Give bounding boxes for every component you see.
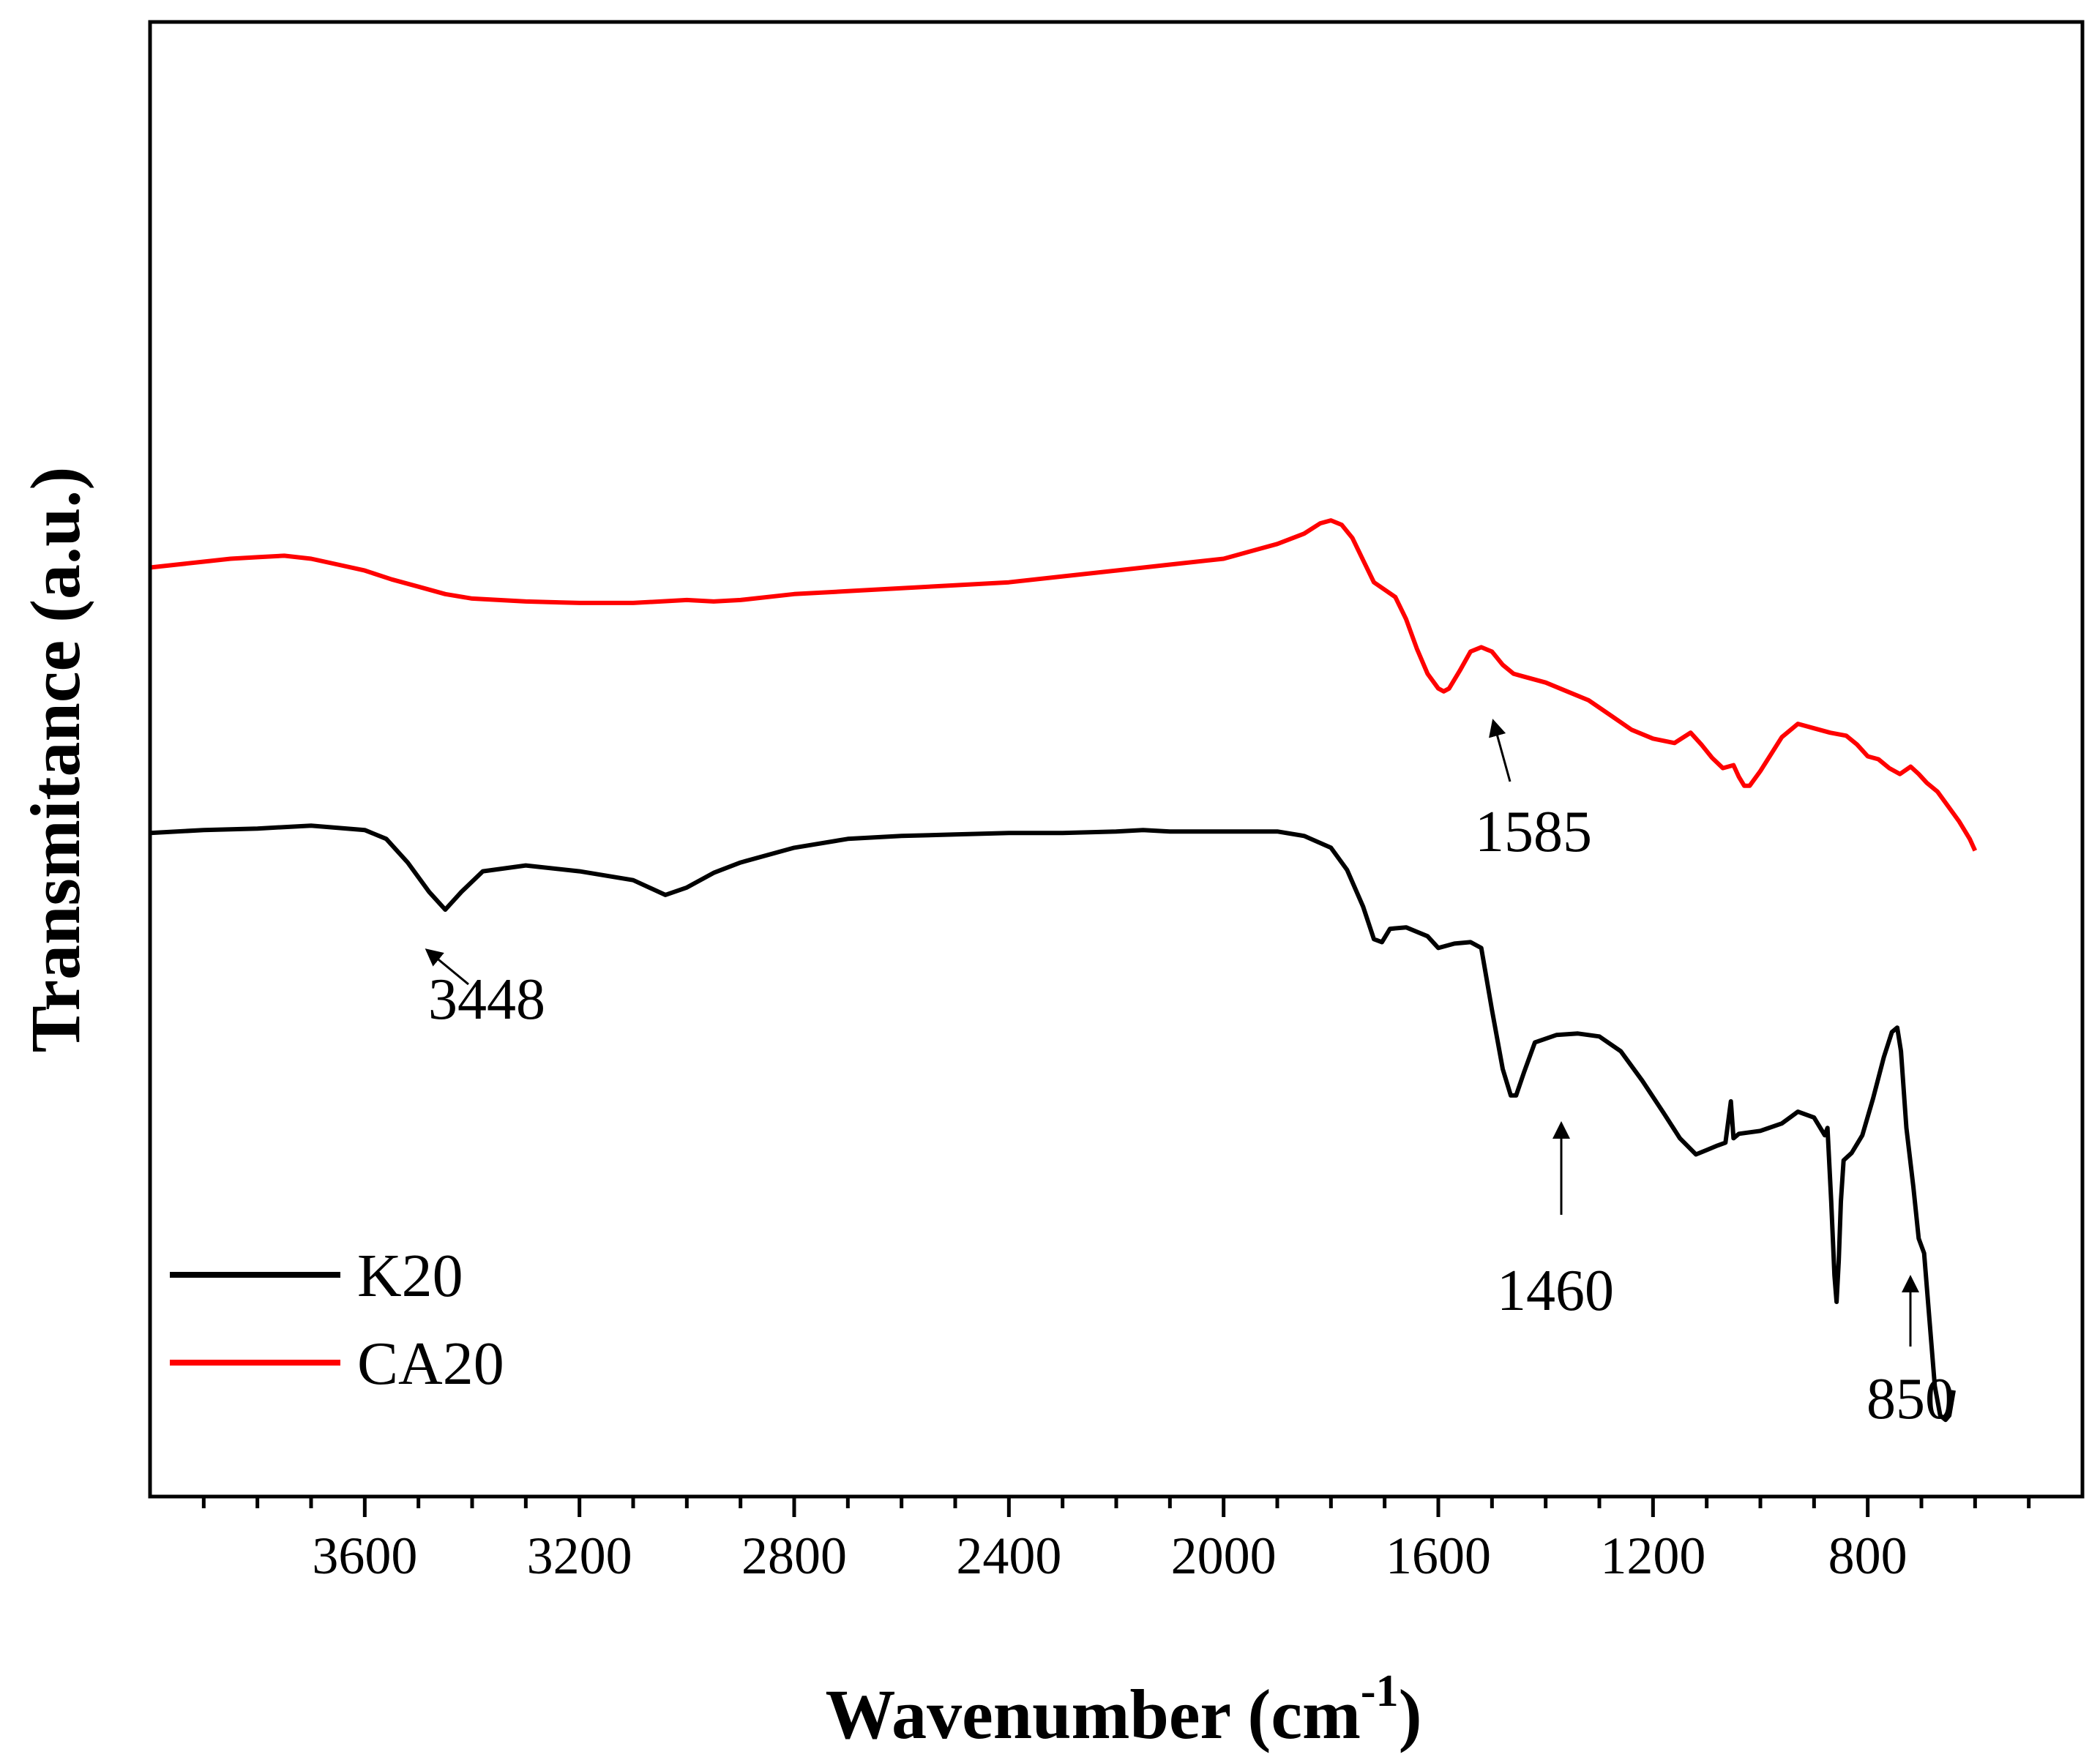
x-axis-title-superscript: -1: [1361, 1666, 1399, 1716]
y-axis-title: Transmitance (a.u.): [16, 467, 94, 1053]
series-line-k20: [149, 823, 1956, 1423]
x-tick-label: 1200: [1600, 1527, 1705, 1585]
x-tick-label: 1600: [1386, 1527, 1491, 1585]
series-line-ca20: [149, 518, 1978, 852]
x-tick-label: 3600: [312, 1527, 417, 1585]
x-tick-label: 3200: [527, 1527, 632, 1585]
x-axis-ticks: 3600 3200 2800 2400 2000 1600 1200 800: [201, 1497, 2031, 1585]
peak-label-1585: 1585: [1475, 800, 1592, 864]
peak-arrow-3448: [425, 948, 469, 986]
x-axis-title: Wavenumber (cm-1): [825, 1666, 1421, 1753]
x-tick-label: 2800: [741, 1527, 847, 1585]
x-axis-title-main: Wavenumber (cm: [825, 1675, 1360, 1753]
peak-label-3448: 3448: [428, 967, 545, 1032]
x-tick-label: 2400: [956, 1527, 1061, 1585]
peak-label-1460: 1460: [1497, 1259, 1614, 1323]
plot-frame: [148, 20, 2085, 1499]
x-tick-label: 2000: [1171, 1527, 1277, 1585]
legend-label-k20: K20: [357, 1242, 463, 1310]
series-layer: [149, 518, 1978, 1423]
x-axis-title-close: ): [1399, 1675, 1422, 1753]
legend: K20 CA20: [170, 1242, 504, 1398]
peak-label-850: 850: [1867, 1367, 1954, 1431]
x-tick-label: 800: [1828, 1527, 1907, 1585]
legend-label-ca20: CA20: [357, 1330, 504, 1398]
annotation-layer: 3448 1585 1460 850: [425, 719, 1954, 1431]
peak-arrow-1585: [1489, 719, 1512, 782]
